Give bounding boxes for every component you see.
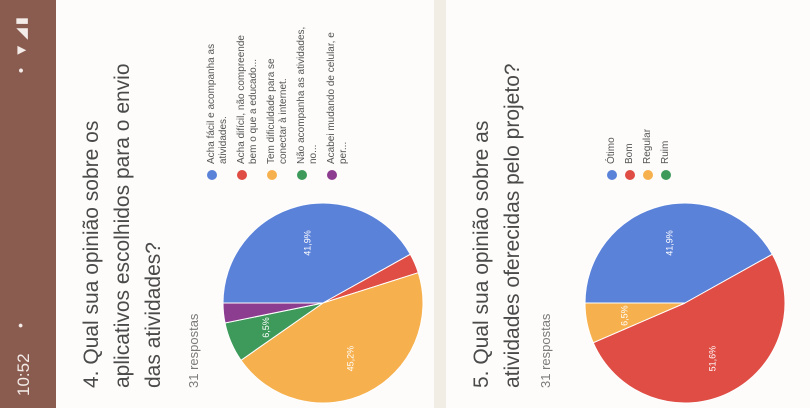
pie-chart[interactable]: 41,9% 51,6% 6,5%: [580, 198, 790, 408]
legend-label: Tem dificuldade para se conectar à inter…: [266, 58, 289, 164]
legend-swatch-icon: [327, 170, 337, 180]
legend-item[interactable]: Acabei mudando de celular, e per...: [326, 20, 350, 180]
slice-percent-label: 6,5%: [619, 305, 629, 326]
legend-item[interactable]: Não acompanha as atividades, no...: [296, 20, 320, 180]
legend-swatch-icon: [267, 170, 277, 180]
legend-item[interactable]: Acha difícil, não compreende bem o que a…: [236, 20, 260, 180]
slice-percent-label: 51,6%: [707, 346, 717, 372]
legend-label: Acabei mudando de celular, e per...: [326, 32, 349, 164]
legend-label: Regular: [642, 128, 653, 164]
pie-slice-4[interactable]: [222, 302, 324, 324]
legend-item[interactable]: Acha fácil e acompanha as atividades.: [206, 20, 230, 180]
legend-swatch-icon: [207, 170, 217, 180]
legend-swatch-icon: [625, 170, 635, 180]
legend-item[interactable]: Tem dificuldade para se conectar à inter…: [266, 20, 290, 180]
response-count: 31 respostas: [186, 313, 201, 388]
legend-item[interactable]: Ótimo: [606, 40, 618, 180]
legend-label: Não acompanha as atividades, no...: [296, 26, 319, 164]
pie-svg: 41,9% 45,2% 6,5%: [222, 202, 424, 404]
pie-svg: 41,9% 51,6% 6,5%: [584, 202, 786, 404]
legend-swatch-icon: [237, 170, 247, 180]
slice-percent-label: 45,2%: [345, 346, 355, 372]
legend-label: Ótimo: [606, 137, 617, 164]
pie-slice-2[interactable]: [584, 302, 686, 344]
legend-swatch-icon: [607, 170, 617, 180]
legend-item[interactable]: Regular: [642, 40, 654, 180]
legend-label: Bom: [624, 143, 635, 164]
pie-slice-1[interactable]: [592, 253, 786, 404]
legend-swatch-icon: [297, 170, 307, 180]
legend-item[interactable]: Bom: [624, 40, 636, 180]
pie-slice-0[interactable]: [584, 202, 774, 304]
chart-legend: Acha fácil e acompanha as atividades. Ach…: [206, 20, 356, 180]
status-time: 10:52: [14, 353, 33, 396]
question-card-5: 5. Qual sua opinião sobre as atividades …: [446, 0, 810, 408]
question-title: 4. Qual sua opinião sobre os aplicativos…: [80, 63, 165, 388]
pie-slice-0[interactable]: [222, 202, 412, 304]
response-count: 31 respostas: [538, 313, 553, 388]
notification-dot-icon: •: [12, 323, 28, 328]
card-divider: [434, 0, 446, 408]
status-bar: 10:52 • • ▼◢▮: [0, 0, 56, 408]
pie-chart[interactable]: 41,9% 45,2% 6,5%: [218, 198, 428, 408]
slice-percent-label: 41,9%: [664, 230, 674, 256]
legend-label: Acha fácil e acompanha as atividades.: [206, 43, 229, 164]
slice-percent-label: 6,5%: [261, 317, 271, 338]
legend-label: Ruim: [660, 140, 671, 164]
chart-legend: Ótimo Bom Regular Ruim: [606, 40, 678, 180]
legend-swatch-icon: [661, 170, 671, 180]
question-title: 5. Qual sua opinião sobre as atividades …: [470, 63, 524, 388]
legend-item[interactable]: Ruim: [660, 40, 672, 180]
legend-swatch-icon: [643, 170, 653, 180]
signal-battery-icons: • ▼◢▮: [13, 14, 30, 74]
slice-percent-label: 41,9%: [302, 230, 312, 256]
question-card-4: 4. Qual sua opinião sobre os aplicativos…: [56, 0, 434, 408]
legend-label: Acha difícil, não compreende bem o que a…: [236, 35, 259, 164]
pie-slice-2[interactable]: [240, 272, 424, 404]
